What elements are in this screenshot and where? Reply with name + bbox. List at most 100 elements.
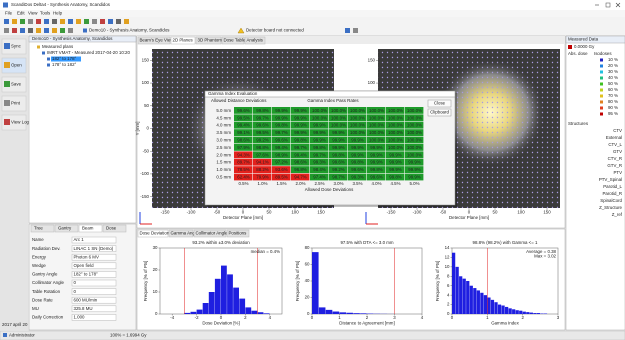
tree-item[interactable]: Measured plans (42, 44, 74, 49)
main-tab[interactable] (170, 36, 196, 45)
property-tab[interactable] (30, 224, 55, 233)
property-tab[interactable] (102, 224, 127, 233)
toolbar-button[interactable] (36, 19, 41, 24)
toolbar-button[interactable] (60, 28, 65, 33)
structure-item[interactable]: Z_Structure (599, 205, 622, 210)
toolbar-button[interactable] (353, 28, 358, 33)
property-tab-label[interactable]: Tree (34, 226, 43, 231)
toolbar-button[interactable] (28, 28, 33, 33)
dialog-button-label[interactable]: Close (434, 101, 446, 106)
toolbar-button[interactable] (108, 19, 113, 24)
sidebar-label[interactable]: Save (11, 82, 22, 87)
analysis-tab[interactable] (193, 229, 227, 238)
main-tab-label[interactable]: 2D Planes (173, 38, 194, 43)
main-tab-label[interactable]: Analysis (247, 38, 264, 43)
histogram-bar (346, 312, 353, 314)
toolbar-button[interactable] (36, 28, 41, 33)
toolbar-button[interactable] (92, 19, 97, 24)
sidebar-label[interactable]: View Log (11, 120, 30, 125)
structure-item[interactable]: SpinalCord (600, 198, 622, 203)
main-tab-label[interactable]: Dose Table (224, 38, 246, 43)
x-tick-label: -150 (161, 210, 170, 215)
structure-item[interactable]: PTV (613, 170, 622, 175)
toolbar-button[interactable] (44, 28, 49, 33)
main-tab[interactable] (221, 36, 245, 45)
property-tab-label[interactable]: Beam (82, 226, 94, 231)
toolbar-button[interactable] (44, 19, 49, 24)
main-tab[interactable] (244, 36, 266, 45)
toolbar-button[interactable] (4, 28, 9, 33)
pass-rate-cell (367, 107, 386, 114)
toolbar-button[interactable] (20, 28, 25, 33)
dialog-button-label[interactable]: Clipboard (430, 110, 449, 115)
histogram-bar (202, 303, 209, 314)
property-tab[interactable] (78, 224, 103, 233)
toolbar-button[interactable] (52, 19, 57, 24)
toolbar-button[interactable] (68, 19, 73, 24)
analysis-tab-label[interactable]: Collimator Angle (196, 231, 229, 236)
toolbar-button[interactable] (12, 19, 17, 24)
pass-rate-cell (253, 166, 272, 173)
main-tab-label[interactable]: 3D Phantom (198, 38, 223, 43)
y-tick-label: 40 (305, 278, 310, 283)
toolbar-button[interactable] (4, 19, 9, 24)
analysis-tab[interactable] (226, 229, 250, 238)
toolbar-button[interactable] (20, 19, 25, 24)
toolbar-button[interactable] (84, 19, 89, 24)
menu-item[interactable]: View (28, 11, 38, 16)
structure-item[interactable]: Parotid_R (602, 191, 622, 196)
toolbar-button[interactable] (12, 28, 17, 33)
histogram-bar (459, 276, 463, 314)
main-tab[interactable] (137, 36, 171, 45)
structure-item[interactable]: CTV_L (608, 142, 622, 147)
property-tab-label[interactable]: Gantry (58, 226, 72, 231)
analysis-tab[interactable] (168, 229, 194, 238)
sidebar-button[interactable] (1, 76, 27, 93)
analysis-tab-label[interactable]: Gamma Angle (171, 231, 199, 236)
menu-item[interactable]: File (5, 11, 13, 16)
structure-item[interactable]: Z_ref (612, 212, 623, 217)
sidebar-label[interactable]: Open (11, 63, 22, 68)
toolbar-button[interactable] (60, 19, 65, 24)
dialog-button[interactable] (427, 99, 452, 108)
column-label: 1.5% (276, 181, 286, 186)
structure-item[interactable]: CTV_R (608, 156, 622, 161)
toolbar-button[interactable] (100, 19, 105, 24)
tree-item[interactable]: IMRT VMAT - Measured 2017-04-20 10:20 (47, 50, 130, 55)
toolbar-button[interactable] (124, 19, 129, 24)
histogram-bar (512, 309, 516, 314)
toolbar-button[interactable] (52, 28, 57, 33)
menu-item[interactable]: Edit (17, 11, 25, 16)
menu-item[interactable]: Tools (40, 11, 51, 16)
sidebar-button[interactable] (1, 57, 27, 74)
structure-item[interactable]: CTV (613, 128, 622, 133)
sidebar-button[interactable] (1, 38, 27, 55)
structure-item[interactable]: GTV (613, 149, 622, 154)
tree-item[interactable]: 178° to 182° (52, 62, 77, 67)
pass-rate-cell (367, 114, 386, 122)
menu-item[interactable]: Help (53, 11, 63, 16)
toolbar-button[interactable] (116, 19, 121, 24)
structure-item[interactable]: External (606, 135, 622, 140)
toolbar-button[interactable] (345, 28, 350, 33)
dialog-button[interactable] (427, 108, 452, 117)
sidebar-label[interactable]: Print (11, 101, 21, 106)
sidebar-label[interactable]: Sync (11, 44, 22, 49)
main-tab[interactable] (195, 36, 222, 45)
sidebar-button[interactable] (1, 95, 27, 112)
analysis-tab[interactable] (137, 229, 169, 238)
analysis-tab-label[interactable]: Dose Deviation (140, 231, 170, 236)
main-tab-label[interactable]: Beam's Eye View (140, 38, 175, 43)
structure-item[interactable]: GTV_R (607, 163, 622, 168)
toolbar-button[interactable] (68, 28, 73, 33)
toolbar-button[interactable] (28, 19, 33, 24)
analysis-tab-label[interactable]: Positions (229, 231, 248, 236)
property-tab-label[interactable]: Dose (106, 226, 117, 231)
sidebar-button[interactable] (1, 114, 27, 131)
structure-item[interactable]: PTV_Spinal (599, 177, 622, 182)
maximize[interactable] (605, 2, 611, 8)
tree-item[interactable]: 182° to 178° (52, 56, 77, 61)
property-tab[interactable] (54, 224, 79, 233)
structure-item[interactable]: Parotid_L (603, 184, 622, 189)
toolbar-button[interactable] (76, 19, 81, 24)
